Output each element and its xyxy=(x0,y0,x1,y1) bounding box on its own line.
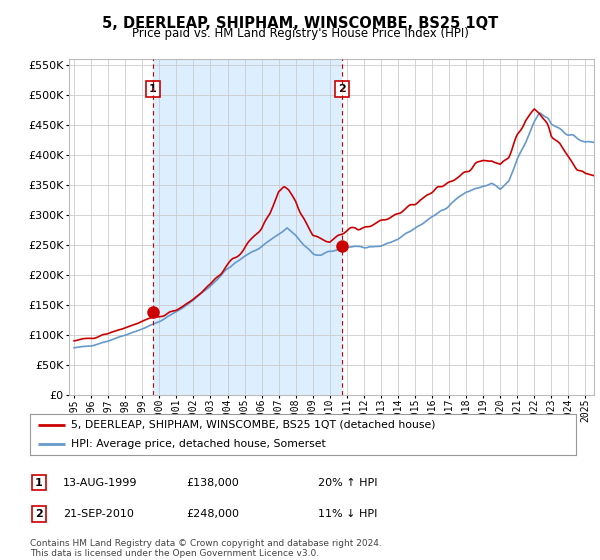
Text: 11% ↓ HPI: 11% ↓ HPI xyxy=(318,509,377,519)
Text: 2: 2 xyxy=(338,84,346,94)
Text: Contains HM Land Registry data © Crown copyright and database right 2024.
This d: Contains HM Land Registry data © Crown c… xyxy=(30,539,382,558)
Text: 20% ↑ HPI: 20% ↑ HPI xyxy=(318,478,377,488)
Bar xyxy=(153,59,342,395)
Text: HPI: Average price, detached house, Somerset: HPI: Average price, detached house, Some… xyxy=(71,439,326,449)
Text: 1: 1 xyxy=(149,84,157,94)
Text: 5, DEERLEAP, SHIPHAM, WINSCOMBE, BS25 1QT: 5, DEERLEAP, SHIPHAM, WINSCOMBE, BS25 1Q… xyxy=(102,16,498,31)
Text: 13-AUG-1999: 13-AUG-1999 xyxy=(63,478,137,488)
Text: 5, DEERLEAP, SHIPHAM, WINSCOMBE, BS25 1QT (detached house): 5, DEERLEAP, SHIPHAM, WINSCOMBE, BS25 1Q… xyxy=(71,420,436,430)
Text: £138,000: £138,000 xyxy=(186,478,239,488)
Text: 2: 2 xyxy=(35,509,43,519)
Text: 21-SEP-2010: 21-SEP-2010 xyxy=(63,509,134,519)
Text: £248,000: £248,000 xyxy=(186,509,239,519)
Text: 1: 1 xyxy=(35,478,43,488)
Text: Price paid vs. HM Land Registry's House Price Index (HPI): Price paid vs. HM Land Registry's House … xyxy=(131,27,469,40)
